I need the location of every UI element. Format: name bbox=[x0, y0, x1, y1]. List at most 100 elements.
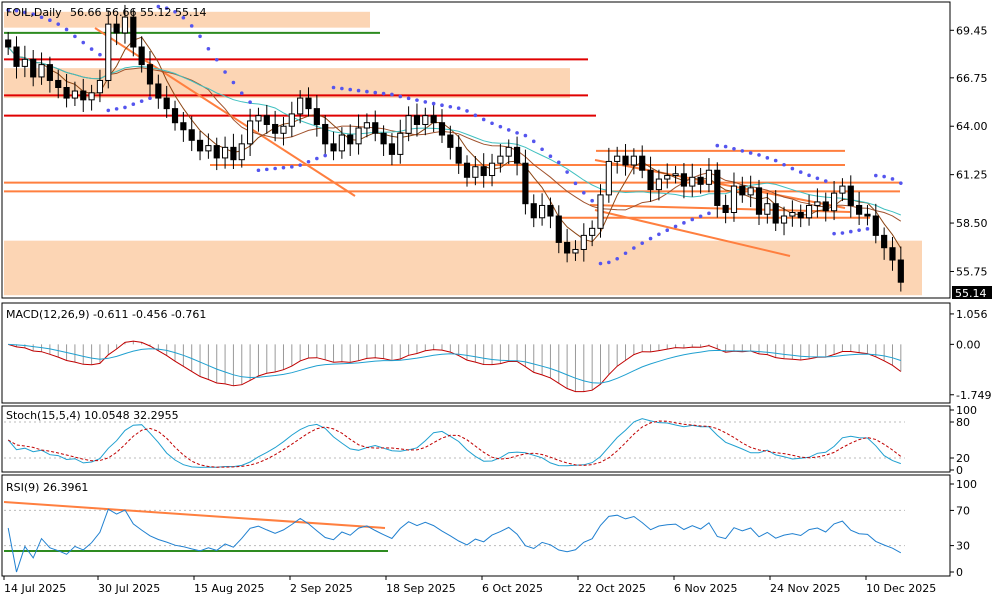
candle-body bbox=[413, 115, 421, 125]
sar-dot bbox=[790, 166, 795, 171]
sar-dot bbox=[23, 10, 27, 15]
candle-body bbox=[205, 145, 212, 152]
candle-body bbox=[680, 173, 688, 187]
sar-dot bbox=[598, 261, 603, 266]
candle-body bbox=[856, 204, 863, 215]
candle-body bbox=[438, 122, 446, 136]
trend-line bbox=[594, 209, 791, 257]
candle-body bbox=[255, 115, 262, 122]
candle-body bbox=[814, 201, 821, 206]
sar-dot bbox=[348, 87, 353, 92]
sar-dot bbox=[331, 85, 336, 90]
sar-dot bbox=[239, 91, 244, 96]
sar-dot bbox=[698, 214, 703, 219]
sar-dot bbox=[815, 176, 820, 181]
rsi-indicator bbox=[3, 501, 905, 573]
candle-body bbox=[831, 192, 838, 212]
sar-dot bbox=[707, 211, 711, 216]
candle-body bbox=[705, 169, 713, 185]
sar-dot bbox=[481, 117, 486, 122]
candlesticks bbox=[5, 4, 904, 292]
y-axes: 55.75 58.50 61.25 64.00 66.75 69.45 1.056 0.00 -… bbox=[950, 24, 991, 579]
sar-dot bbox=[323, 153, 327, 158]
candle-body bbox=[664, 175, 671, 180]
sar-dot bbox=[665, 228, 670, 233]
sar-dot bbox=[899, 181, 903, 185]
candle-body bbox=[313, 108, 320, 125]
sar-dot bbox=[398, 94, 403, 99]
sar-dot bbox=[506, 128, 511, 132]
moving-averages bbox=[7, 36, 902, 249]
candle-body bbox=[238, 143, 245, 161]
stoch-title: Stoch(15,5,4) 10.0548 32.2955 bbox=[6, 409, 179, 422]
price-panel-frame bbox=[1, 1, 951, 299]
sar-dot bbox=[381, 91, 386, 96]
candle-body bbox=[463, 162, 471, 178]
candle-body bbox=[714, 169, 721, 206]
macd-axis-tick-label: 1.056 bbox=[956, 308, 988, 321]
rsi-line bbox=[7, 508, 902, 573]
candle-body bbox=[513, 146, 521, 164]
candle-body bbox=[672, 173, 679, 177]
candle-body bbox=[647, 169, 654, 191]
current-price-tag bbox=[952, 286, 992, 299]
sar-dot bbox=[456, 106, 461, 111]
sar-dot bbox=[214, 57, 219, 62]
candle-body bbox=[847, 185, 854, 206]
candle-body bbox=[539, 204, 546, 219]
sar-dot bbox=[715, 143, 720, 148]
sar-dot bbox=[431, 101, 436, 106]
macd-indicator bbox=[8, 340, 902, 393]
candle-body bbox=[605, 160, 612, 196]
sar-dot bbox=[365, 89, 369, 94]
candle-body bbox=[772, 203, 779, 224]
candle-body bbox=[822, 201, 829, 212]
sar-dot bbox=[823, 179, 828, 183]
price-axis-tick-label: 55.75 bbox=[956, 265, 988, 278]
sar-dot bbox=[123, 105, 127, 110]
stoch-axis-tick-label: 100 bbox=[956, 404, 977, 417]
candle-body bbox=[780, 215, 788, 224]
x-axis-tick-label: 30 Jul 2025 bbox=[98, 582, 160, 595]
candle-body bbox=[789, 211, 796, 217]
candle-body bbox=[722, 204, 729, 213]
sar-dot bbox=[465, 109, 469, 113]
sar-dot bbox=[807, 173, 811, 178]
rsi-title: RSI(9) 26.3961 bbox=[6, 481, 88, 494]
sar-dot bbox=[874, 173, 878, 178]
macd-panel-frame bbox=[1, 302, 951, 404]
candle-body bbox=[405, 115, 412, 134]
sar-dot bbox=[298, 163, 302, 167]
sar-dot bbox=[248, 100, 252, 104]
candle-body bbox=[171, 108, 179, 124]
candle-body bbox=[221, 146, 229, 159]
candle-body bbox=[372, 122, 379, 134]
candle-body bbox=[730, 185, 738, 213]
sar-dot bbox=[415, 98, 419, 102]
sar-dot bbox=[340, 86, 344, 91]
candle-body bbox=[30, 58, 37, 78]
stochastic-indicator bbox=[4, 418, 905, 468]
candle-body bbox=[263, 115, 270, 125]
candle-body bbox=[196, 139, 204, 152]
sar-dot bbox=[206, 46, 211, 51]
candle-body bbox=[38, 64, 45, 78]
candle-body bbox=[697, 176, 704, 185]
sar-dot bbox=[106, 108, 111, 113]
candle-body bbox=[622, 155, 629, 166]
candle-body bbox=[805, 204, 813, 219]
sar-dot bbox=[573, 181, 578, 186]
sar-dot bbox=[148, 96, 152, 100]
stoch-axis-tick-label: 0 bbox=[956, 464, 963, 477]
sar-dot bbox=[765, 156, 770, 160]
sar-dot bbox=[682, 221, 686, 225]
sar-dot bbox=[857, 228, 861, 232]
candle-body bbox=[330, 143, 337, 152]
sar-dot bbox=[448, 104, 453, 109]
sar-dot bbox=[640, 241, 645, 245]
candle-body bbox=[655, 178, 662, 191]
candle-body bbox=[447, 134, 454, 148]
sar-dot bbox=[89, 47, 94, 51]
candle-body bbox=[155, 83, 162, 99]
